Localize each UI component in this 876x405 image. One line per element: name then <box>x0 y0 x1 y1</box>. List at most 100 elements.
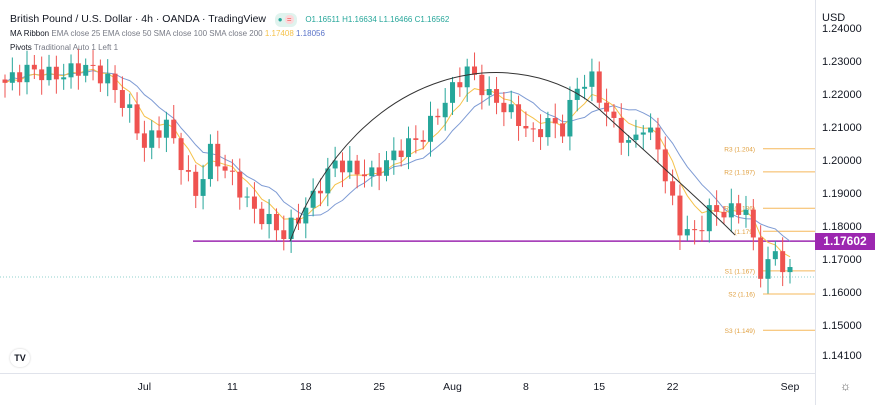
candle <box>494 89 500 103</box>
candle <box>61 77 67 80</box>
status-badge[interactable]: ● = <box>274 13 297 27</box>
candle <box>178 138 184 171</box>
pivots-label[interactable]: Pivots <box>10 43 32 52</box>
candle <box>310 190 316 208</box>
candle <box>567 99 573 137</box>
candle <box>413 138 419 140</box>
candle <box>281 230 287 240</box>
candle <box>787 267 793 273</box>
candle <box>68 63 74 78</box>
candle <box>428 115 434 142</box>
candle <box>640 132 646 135</box>
candle <box>193 171 199 196</box>
candle <box>692 229 698 231</box>
candle <box>677 195 683 236</box>
price-tick-label: 1.21000 <box>822 122 862 134</box>
candle <box>508 104 514 113</box>
candle <box>391 150 397 161</box>
price-tick-label: 1.16000 <box>822 287 862 299</box>
candle <box>141 133 147 148</box>
candle <box>237 171 243 198</box>
candle <box>97 65 103 84</box>
candle <box>479 74 485 96</box>
time-tick-label: 22 <box>666 381 679 393</box>
symbol-title[interactable]: British Pound / U.S. Dollar · 4h · OANDA… <box>10 13 266 25</box>
ohlc-values: O1.16511 H1.16634 L1.16466 C1.16562 <box>305 15 450 24</box>
price-tick-label: 1.14100 <box>822 349 862 362</box>
candle <box>582 86 588 89</box>
candle <box>398 150 404 158</box>
candle <box>450 82 456 103</box>
candle <box>420 139 426 142</box>
time-tick-label: Sep <box>780 381 800 393</box>
time-tick-label: Aug <box>443 381 462 393</box>
candle <box>134 104 140 134</box>
pivots-params: Traditional Auto 1 Left 1 <box>33 43 119 52</box>
settings-gear-icon[interactable]: ☼ <box>840 379 851 393</box>
ma-params: EMA close 25 EMA close 50 SMA close 100 … <box>51 29 263 38</box>
candle <box>383 160 389 176</box>
rounding-arc-drawing[interactable] <box>289 72 736 242</box>
candle <box>464 66 470 88</box>
candle <box>39 69 45 81</box>
candle <box>46 66 52 81</box>
candle <box>765 259 771 279</box>
candle <box>317 190 323 194</box>
candle <box>119 90 125 108</box>
candle <box>633 134 639 141</box>
candle <box>728 203 734 218</box>
candle <box>772 251 778 260</box>
pivot-label: S1 (1.167) <box>725 268 755 275</box>
candle <box>53 66 59 80</box>
currency-label[interactable]: USD <box>822 12 846 24</box>
candle <box>215 143 221 167</box>
time-tick-label: Jul <box>137 381 152 393</box>
candle <box>171 119 177 139</box>
candle <box>684 229 690 236</box>
candle <box>200 179 206 196</box>
candle <box>31 64 37 70</box>
candle <box>2 79 8 83</box>
candle <box>538 129 544 138</box>
candle <box>75 63 81 76</box>
candle <box>780 251 786 273</box>
candle <box>743 209 749 215</box>
candle <box>222 166 228 171</box>
candle <box>670 181 676 196</box>
candle <box>288 217 294 240</box>
candle <box>435 115 441 118</box>
candle <box>369 167 375 177</box>
time-tick-label: 18 <box>299 381 312 393</box>
candle <box>655 127 661 150</box>
sma-line <box>4 70 791 242</box>
price-plot[interactable]: R3 (1.204)R2 (1.197)R1 (1.186)(1.179)S1 … <box>0 0 815 373</box>
candle <box>406 138 412 158</box>
price-tick-label: 1.17000 <box>822 254 862 266</box>
ma-value-1: 1.17408 <box>264 29 294 38</box>
time-axis[interactable]: Jul 11 18 25 Aug 8 15 22 Sep <box>0 373 815 405</box>
price-tick-label: 1.23000 <box>822 56 862 68</box>
candle <box>442 102 448 118</box>
candle <box>251 196 257 209</box>
candle <box>17 72 23 83</box>
candle <box>472 66 478 75</box>
candle <box>112 73 118 91</box>
ma-ribbon-label[interactable]: MA Ribbon <box>10 29 50 38</box>
candle <box>9 72 15 83</box>
candle <box>486 89 492 96</box>
candle <box>354 160 360 175</box>
candle <box>90 64 96 66</box>
candle <box>552 118 558 124</box>
candle <box>596 71 602 103</box>
candle <box>589 71 595 87</box>
legend: British Pound / U.S. Dollar · 4h · OANDA… <box>10 12 449 55</box>
price-axis[interactable] <box>815 0 876 405</box>
price-tick-label: 1.18000 <box>822 221 862 233</box>
candle <box>163 119 169 138</box>
tradingview-logo[interactable]: TV <box>10 349 30 367</box>
pivot-label: R3 (1.204) <box>724 146 755 153</box>
candle <box>736 203 742 215</box>
candle <box>156 130 162 138</box>
time-tick-label: 25 <box>373 381 385 393</box>
candle <box>347 160 353 173</box>
